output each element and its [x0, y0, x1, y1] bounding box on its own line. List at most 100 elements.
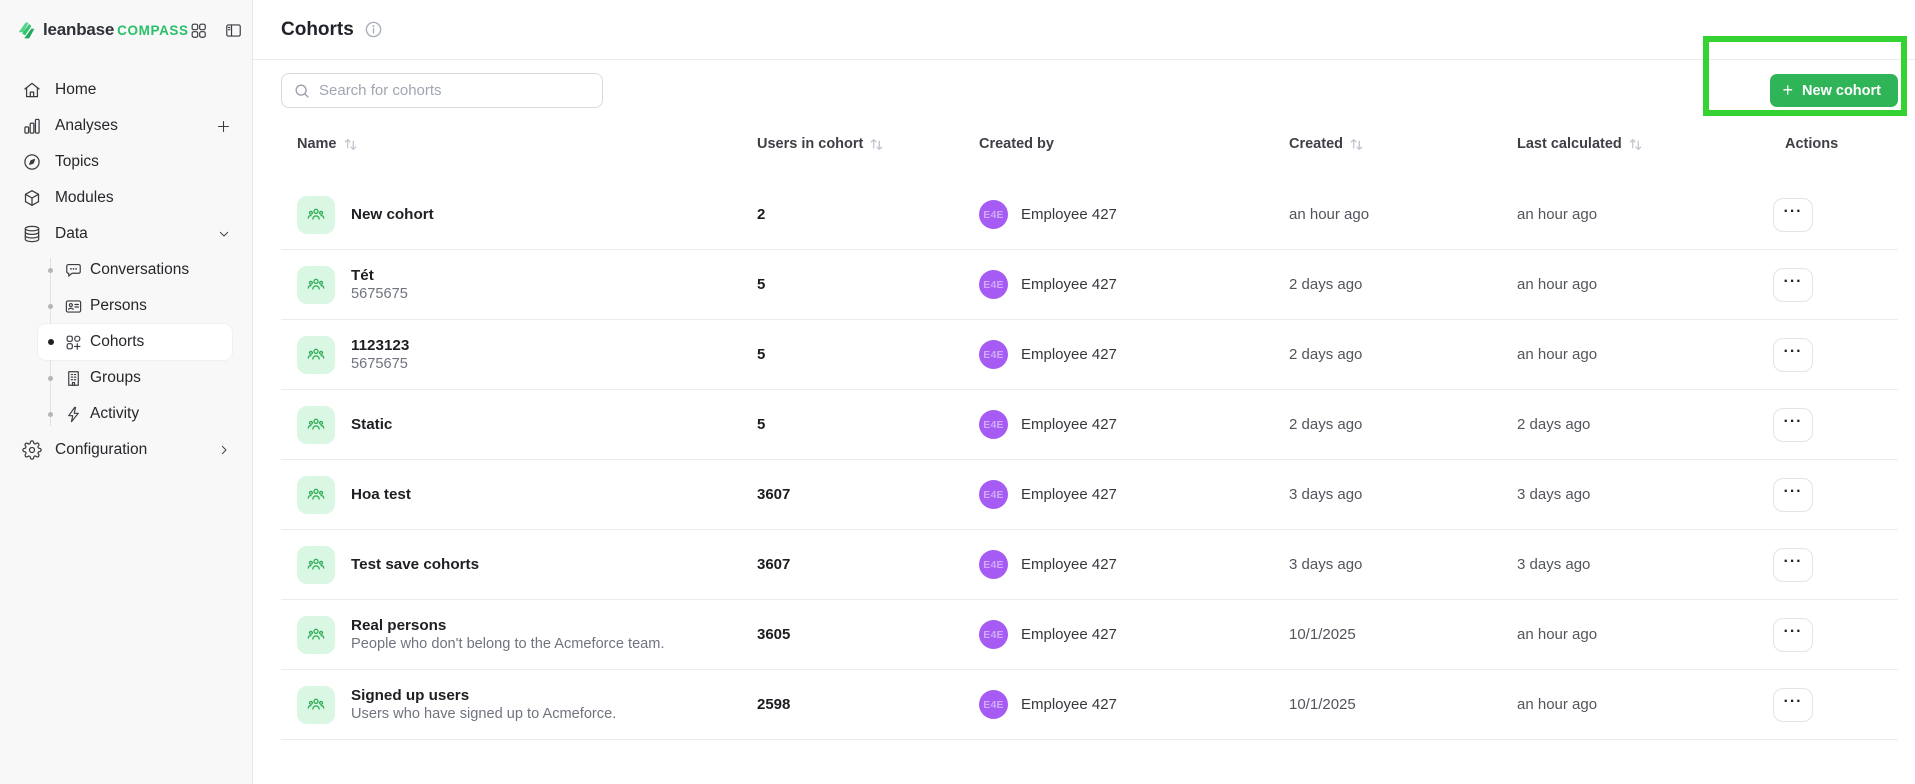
last-calculated-time: an hour ago [1517, 626, 1598, 643]
sidebar-item-topics[interactable]: Topics [10, 144, 242, 180]
sidebar-item-conversations[interactable]: Conversations [38, 252, 232, 288]
sidebar-item-label: Activity [90, 405, 140, 422]
created-time: 2 days ago [1289, 276, 1363, 293]
tree-dot [48, 411, 53, 417]
row-actions-button[interactable]: ··· [1773, 687, 1813, 722]
sidebar-nav: Home Analyses Topics [0, 60, 252, 468]
cohort-icon [297, 685, 335, 724]
toolbar: + New cohort [253, 60, 1915, 108]
cohort-icon [297, 195, 335, 234]
app-logo[interactable]: leanbase COMPASS [16, 20, 189, 41]
table-row[interactable]: Test save cohorts 3607 E4E Employee 427 … [281, 530, 1898, 600]
sidebar-item-cohorts[interactable]: Cohorts [38, 324, 232, 360]
table-header-row: Name Users in cohort Created by [281, 108, 1898, 180]
sidebar-header: leanbase COMPASS [0, 0, 252, 60]
column-header-users[interactable]: Users in cohort [757, 136, 979, 152]
column-header-created[interactable]: Created [1289, 136, 1517, 152]
cohort-icon [297, 405, 335, 444]
toggle-sidebar-icon[interactable] [224, 20, 244, 40]
table-row[interactable]: Signed up users Users who have signed up… [281, 670, 1898, 740]
search-input[interactable] [281, 73, 603, 108]
brand-name: leanbase COMPASS [43, 20, 189, 39]
people-group-icon [307, 208, 325, 220]
people-group-icon [307, 278, 325, 290]
users-in-cohort-count: 3607 [757, 486, 791, 503]
leanbase-logo-icon [18, 22, 35, 38]
sidebar-item-activity[interactable]: Activity [38, 396, 232, 432]
sidebar-item-label: Home [55, 81, 97, 98]
row-actions-button[interactable]: ··· [1773, 407, 1813, 442]
created-time: 10/1/2025 [1289, 626, 1356, 643]
sidebar-item-configuration[interactable]: Configuration [10, 432, 242, 468]
cohort-name: 1123123 [351, 337, 410, 354]
bar-chart-icon [24, 118, 40, 134]
table-row[interactable]: 1123123 5675675 5 E4E Employee 427 2 day… [281, 320, 1898, 390]
sidebar-item-persons[interactable]: Persons [38, 288, 232, 324]
compass-icon [24, 154, 40, 170]
sort-icon[interactable] [869, 137, 884, 152]
row-actions-button[interactable]: ··· [1773, 547, 1813, 582]
sidebar-item-label: Analyses [55, 117, 118, 134]
column-header-last-calculated[interactable]: Last calculated [1517, 136, 1773, 152]
new-cohort-button[interactable]: + New cohort [1769, 74, 1898, 107]
avatar: E4E [979, 340, 1008, 369]
users-in-cohort-count: 3605 [757, 626, 791, 643]
created-time: 2 days ago [1289, 346, 1363, 363]
sort-icon[interactable] [343, 137, 358, 152]
row-actions-button[interactable]: ··· [1773, 477, 1813, 512]
cohort-name: Hoa test [351, 486, 411, 503]
sidebar: leanbase COMPASS [0, 0, 253, 784]
home-icon [24, 82, 40, 98]
apps-grid-icon[interactable] [189, 20, 209, 40]
created-by-name: Employee 427 [1021, 486, 1117, 503]
created-by-name: Employee 427 [1021, 346, 1117, 363]
created-time: 10/1/2025 [1289, 696, 1356, 713]
table-row[interactable]: New cohort 2 E4E Employee 427 an hour ag… [281, 180, 1898, 250]
plus-icon [218, 120, 229, 132]
row-actions-button[interactable]: ··· [1773, 617, 1813, 652]
row-actions-button[interactable]: ··· [1773, 267, 1813, 302]
users-in-cohort-count: 2598 [757, 696, 791, 713]
cohort-icon [297, 545, 335, 584]
sidebar-item-label: Configuration [55, 441, 148, 458]
sort-icon[interactable] [1628, 137, 1643, 152]
people-group-icon [307, 348, 325, 360]
data-subnav: Conversations Persons [38, 252, 232, 432]
users-in-cohort-count: 5 [757, 276, 766, 293]
column-header-created-by: Created by [979, 136, 1054, 152]
cohort-icon [297, 265, 335, 304]
table-row[interactable]: Tét 5675675 5 E4E Employee 427 2 days ag… [281, 250, 1898, 320]
created-by-name: Employee 427 [1021, 626, 1117, 643]
created-time: an hour ago [1289, 206, 1370, 223]
sidebar-item-groups[interactable]: Groups [38, 360, 232, 396]
row-actions-button[interactable]: ··· [1773, 197, 1813, 232]
users-in-cohort-count: 2 [757, 206, 766, 223]
last-calculated-time: 3 days ago [1517, 486, 1591, 503]
chevron-right-icon [216, 442, 232, 458]
people-group-icon [307, 558, 325, 570]
row-actions-button[interactable]: ··· [1773, 337, 1813, 372]
table-row[interactable]: Hoa test 3607 E4E Employee 427 3 days ag… [281, 460, 1898, 530]
tree-dot [48, 303, 53, 309]
cohort-name: Signed up users [351, 687, 470, 704]
table-row[interactable]: Real persons People who don't belong to … [281, 600, 1898, 670]
cohort-icon [297, 335, 335, 374]
created-time: 3 days ago [1289, 556, 1363, 573]
sidebar-item-home[interactable]: Home [10, 72, 242, 108]
info-icon[interactable] [364, 20, 383, 39]
column-header-name[interactable]: Name [281, 136, 757, 152]
users-in-cohort-count: 3607 [757, 556, 791, 573]
last-calculated-time: 2 days ago [1517, 416, 1591, 433]
sidebar-item-analyses[interactable]: Analyses [10, 108, 242, 144]
tree-dot [47, 339, 54, 345]
add-analysis-button[interactable] [215, 118, 232, 135]
cohort-description: 5675675 [351, 356, 408, 372]
sidebar-item-label: Persons [90, 297, 147, 314]
table-row[interactable]: Static 5 E4E Employee 427 2 days ago 2 d… [281, 390, 1898, 460]
sidebar-item-label: Topics [55, 153, 99, 170]
sort-icon[interactable] [1349, 137, 1364, 152]
users-in-cohort-count: 5 [757, 416, 766, 433]
created-time: 3 days ago [1289, 486, 1363, 503]
sidebar-item-modules[interactable]: Modules [10, 180, 242, 216]
sidebar-item-data[interactable]: Data [10, 216, 242, 252]
